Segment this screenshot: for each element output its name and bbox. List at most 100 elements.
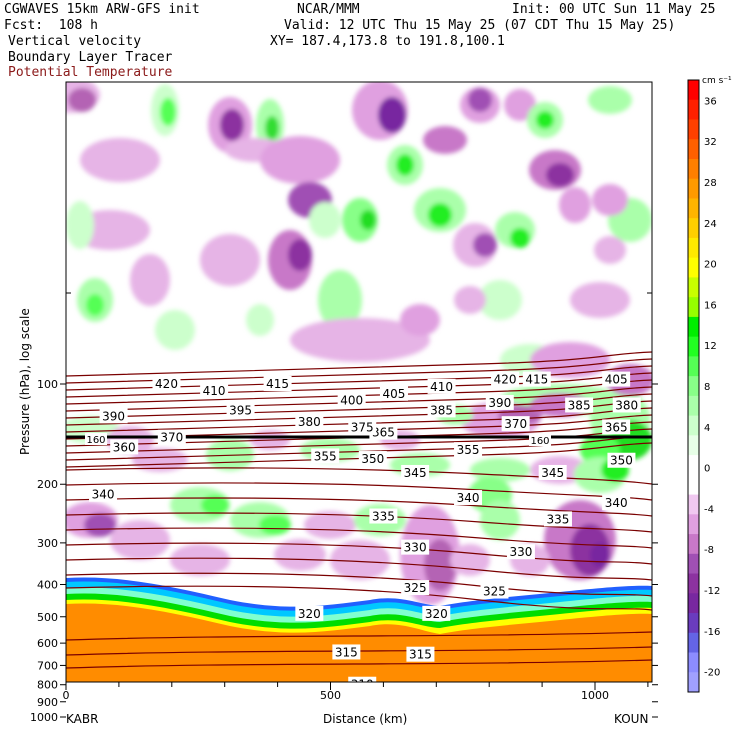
y-tick-label: 100 [37,378,58,391]
colorbar-bin [688,158,699,180]
x-tick-label: 1000 [581,689,609,702]
theta-label-background [89,486,118,502]
theta-label: 400 [340,393,363,407]
theta-label: 340 [605,496,628,510]
colorbar-frame [687,79,700,693]
theta-label-background [491,371,520,387]
theta-label-background [543,511,572,527]
theta-label: 395 [229,403,252,417]
velocity-cell [546,163,574,187]
theta-label-background [337,392,366,408]
colorbar-tick-label: -16 [704,627,720,638]
theta-label-background [332,644,361,660]
tropopause-label-background [85,433,107,445]
velocity-cell [330,540,390,580]
colorbar-bin [688,455,699,476]
field-vertical-velocity: Vertical velocity [8,34,142,49]
velocity-cell [132,448,188,472]
velocity-cell [470,458,530,482]
y-tick-label: 900 [37,696,58,709]
theta-contour-line [66,442,652,468]
left-station-label: KABR [66,712,99,726]
colorbar-tick-label: 8 [704,382,710,393]
theta-label-background [602,419,631,435]
y-tick-label: 800 [37,679,58,692]
theta-label: 405 [605,373,628,387]
theta-contour-line [66,527,652,549]
theta-label-background [612,397,641,413]
theta-label-background [232,684,260,699]
velocity-cell [304,511,356,539]
velocity-cell [200,234,260,286]
theta-label: 345 [404,466,427,480]
theta-label-background [406,646,435,662]
theta-contour-line [66,512,652,533]
theta-label-background [422,605,451,621]
theta-contour-line [66,659,652,669]
colorbar-bin [688,316,699,338]
colorbar-bin [688,474,699,496]
theta-label-background [454,442,483,458]
theta-contour-line [66,407,652,433]
colorbar-tick-label: -4 [704,504,714,515]
theta-label: 390 [488,396,511,410]
velocity-cell [86,294,104,316]
velocity-cell [510,228,530,248]
init-time: Init: 00 UTC Sun 11 May 25 [512,2,716,17]
velocity-cell [246,304,274,336]
velocity-cell [504,89,536,121]
y-tick-label: 1000 [30,711,58,724]
theta-label: 370 [160,431,183,445]
theta-label: 420 [494,373,517,387]
colorbar-tick-label: -8 [704,545,714,556]
theta-label: 350 [361,452,384,466]
colorbar-bin [688,415,699,436]
theta-label: 385 [430,403,453,417]
colorbar-bin [688,277,699,298]
velocity-cell [478,280,522,320]
theta-label-background [501,416,530,432]
tropopause-label-background [529,434,551,446]
theta-label: 330 [404,541,427,555]
theta-label: 375 [351,420,374,434]
x-tick-label: 500 [320,689,341,702]
theta-label: 380 [298,415,321,429]
velocity-cell [570,282,630,318]
theta-label-background [295,605,324,621]
velocity-cell [160,98,176,126]
velocity-cell [378,97,406,133]
velocity-cell [309,202,341,238]
velocity-cell [259,515,291,535]
colorbar-bin [688,376,699,397]
theta-label: 300 [171,686,194,700]
theta-label: 410 [430,380,453,394]
theta-label: 335 [372,510,395,524]
theta-label: 315 [335,645,358,659]
colorbar-tick-label: 28 [704,178,717,189]
velocity-cell [590,543,610,567]
velocity-cell [450,544,490,576]
velocity-cell [290,318,430,362]
colorbar-bin [688,80,699,101]
colorbar-bin [688,573,699,594]
theta-label: 410 [203,384,226,398]
theta-label: 415 [525,373,548,387]
velocity-cell [428,203,452,227]
colorbar-bin [688,534,699,555]
colorbar-unit: cm s⁻¹ [702,76,732,86]
theta-label-background [348,676,377,682]
velocity-cell [588,86,632,114]
theta-label-background [157,429,186,445]
velocity-cell [318,270,362,330]
colorbar-bin [688,632,699,654]
colorbar-tick-label: 20 [704,260,717,271]
theta-label: 325 [483,585,506,599]
xy-range: XY= 187.4,173.8 to 191.8,100.1 [270,34,505,49]
theta-label: 320 [298,607,321,621]
velocity-cell [396,154,414,176]
field-potential-temperature: Potential Temperature [8,65,173,80]
velocity-cell [468,88,492,112]
x-axis: 0 500 1000 [63,682,649,702]
theta-label-background [152,376,181,391]
theta-label: 405 [383,387,406,401]
